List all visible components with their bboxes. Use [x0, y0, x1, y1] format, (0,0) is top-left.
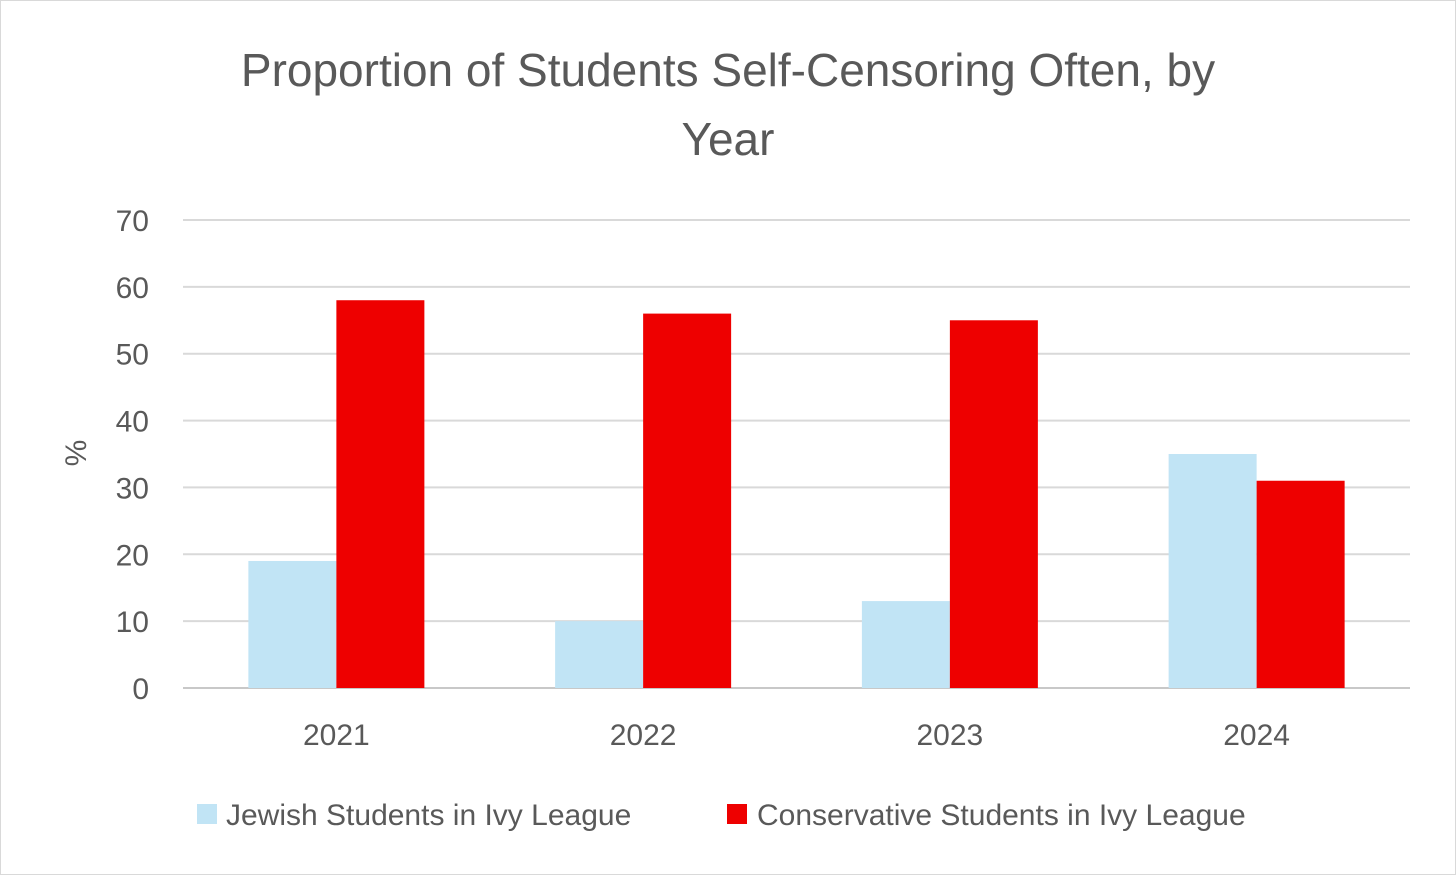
legend: Jewish Students in Ivy League Conservativ… [197, 799, 1246, 832]
y-tick-label: 70 [116, 205, 149, 238]
y-tick-label: 20 [116, 539, 149, 572]
x-tick-label: 2023 [917, 719, 984, 752]
x-tick-label: 2021 [303, 719, 370, 752]
bar-jewish-2022 [555, 621, 644, 688]
bar-conservative-2023 [949, 320, 1038, 688]
y-tick-label: 60 [116, 272, 149, 305]
y-tick-label: 10 [116, 606, 149, 639]
legend-label: Conservative Students in Ivy League [757, 799, 1246, 832]
legend-item: Jewish Students in Ivy League [197, 799, 631, 832]
chart-title-line-1: Proportion of Students Self-Censoring Of… [241, 44, 1215, 96]
y-tick-label: 0 [132, 673, 149, 706]
bar-jewish-2024 [1168, 454, 1257, 688]
y-axis-label: % [60, 440, 93, 467]
legend-item: Conservative Students in Ivy League [727, 799, 1246, 832]
y-tick-label: 50 [116, 339, 149, 372]
legend-swatch [727, 804, 747, 824]
bar-conservative-2024 [1256, 480, 1345, 688]
x-axis-ticks: 2021 2022 2023 2024 [303, 719, 1290, 752]
y-axis-ticks: 0 10 20 30 40 50 60 70 [116, 205, 149, 706]
chart-title-line-2: Year [682, 113, 775, 165]
x-tick-label: 2024 [1223, 719, 1290, 752]
bars [248, 300, 1345, 688]
bar-conservative-2022 [643, 313, 732, 688]
bar-conservative-2021 [336, 300, 425, 688]
chart-title: Proportion of Students Self-Censoring Of… [241, 44, 1215, 165]
bar-jewish-2021 [248, 560, 337, 688]
legend-label: Jewish Students in Ivy League [226, 799, 631, 832]
y-tick-label: 40 [116, 406, 149, 439]
y-tick-label: 30 [116, 472, 149, 505]
x-tick-label: 2022 [610, 719, 677, 752]
legend-swatch [197, 804, 217, 824]
bar-jewish-2023 [861, 601, 950, 688]
